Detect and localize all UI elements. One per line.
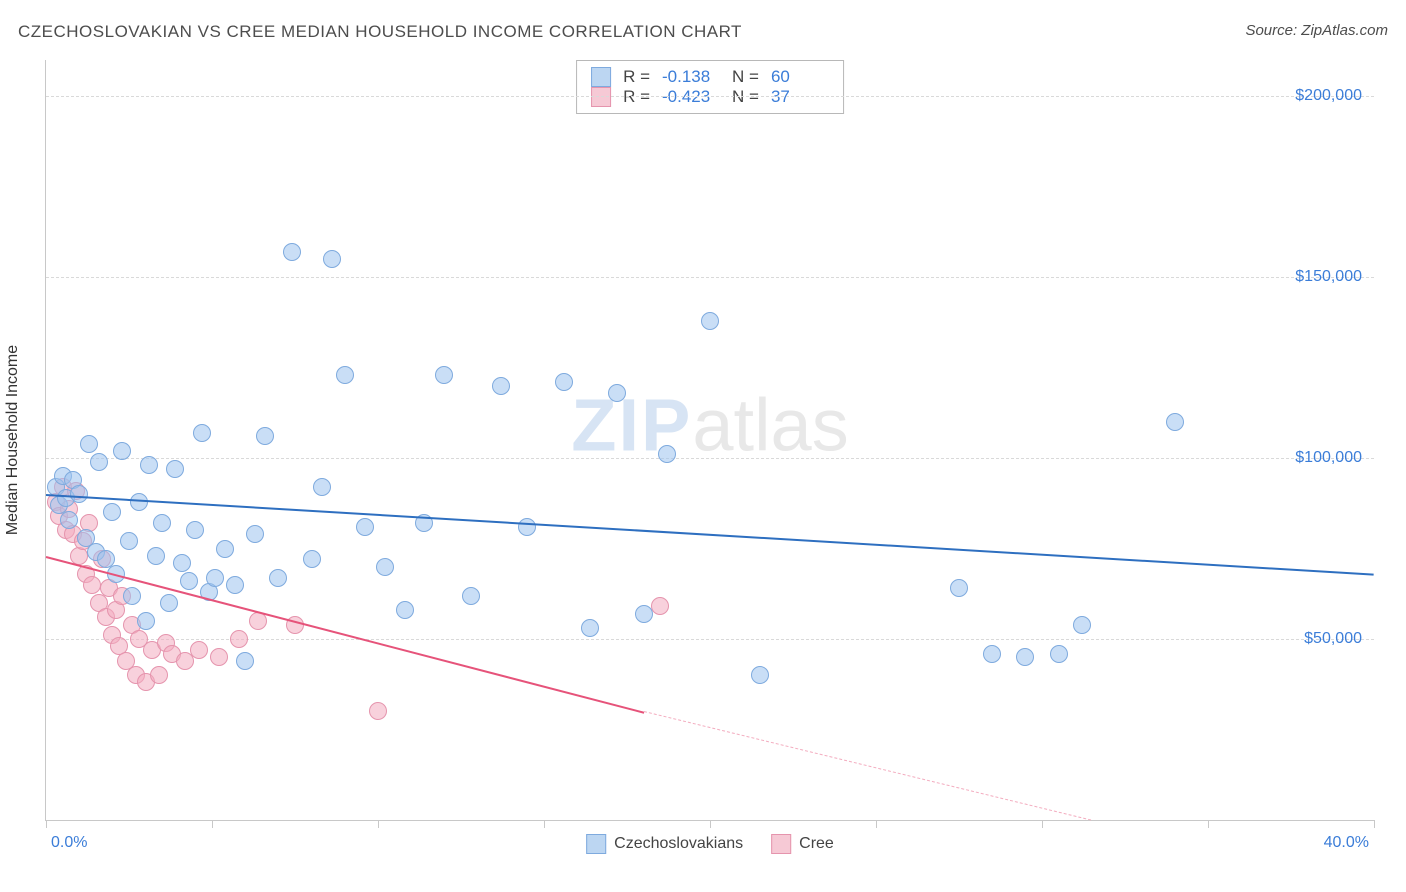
- watermark-atlas: atlas: [692, 383, 848, 466]
- data-point-a: [193, 424, 211, 442]
- trendline-b-extrapolated: [643, 711, 1090, 821]
- data-point-a: [555, 373, 573, 391]
- data-point-a: [246, 525, 264, 543]
- x-tick: [710, 820, 711, 828]
- data-point-a: [123, 587, 141, 605]
- gridline: [46, 96, 1374, 97]
- data-point-a: [173, 554, 191, 572]
- data-point-a: [103, 503, 121, 521]
- data-point-b: [210, 648, 228, 666]
- r-label-a: R =: [623, 67, 650, 87]
- x-axis-min-label: 0.0%: [51, 834, 87, 852]
- legend-item-a: Czechoslovakians: [586, 834, 743, 854]
- data-point-b: [83, 576, 101, 594]
- correlation-stats-box: R = -0.138 N = 60 R = -0.423 N = 37: [576, 60, 844, 114]
- data-point-a: [80, 435, 98, 453]
- data-point-a: [1166, 413, 1184, 431]
- data-point-a: [137, 612, 155, 630]
- data-point-a: [376, 558, 394, 576]
- data-point-a: [635, 605, 653, 623]
- data-point-a: [206, 569, 224, 587]
- x-tick: [1042, 820, 1043, 828]
- chart-title: CZECHOSLOVAKIAN VS CREE MEDIAN HOUSEHOLD…: [18, 22, 742, 42]
- data-point-a: [120, 532, 138, 550]
- x-tick: [1208, 820, 1209, 828]
- x-tick: [544, 820, 545, 828]
- data-point-a: [313, 478, 331, 496]
- n-label-a: N =: [732, 67, 759, 87]
- legend-item-b: Cree: [771, 834, 834, 854]
- data-point-a: [983, 645, 1001, 663]
- chart-plot-area: Median Household Income ZIPatlas R = -0.…: [45, 60, 1374, 821]
- legend-label-b: Cree: [799, 835, 834, 853]
- data-point-a: [60, 511, 78, 529]
- data-point-a: [303, 550, 321, 568]
- data-point-a: [950, 579, 968, 597]
- x-tick: [378, 820, 379, 828]
- data-point-a: [140, 456, 158, 474]
- data-point-a: [323, 250, 341, 268]
- x-tick: [212, 820, 213, 828]
- data-point-a: [701, 312, 719, 330]
- r-value-a: -0.138: [662, 67, 720, 87]
- y-axis-label: Median Household Income: [4, 345, 22, 535]
- x-tick: [1374, 820, 1375, 828]
- data-point-a: [147, 547, 165, 565]
- trendline-a: [46, 494, 1374, 576]
- data-point-b: [150, 666, 168, 684]
- gridline: [46, 277, 1374, 278]
- data-point-a: [356, 518, 374, 536]
- chart-source: Source: ZipAtlas.com: [1245, 22, 1388, 39]
- data-point-a: [186, 521, 204, 539]
- legend-swatch-b: [771, 834, 791, 854]
- data-point-a: [336, 366, 354, 384]
- n-value-a: 60: [771, 67, 829, 87]
- gridline: [46, 458, 1374, 459]
- data-point-a: [153, 514, 171, 532]
- data-point-b: [230, 630, 248, 648]
- data-point-a: [608, 384, 626, 402]
- data-point-a: [751, 666, 769, 684]
- legend-swatch-a: [586, 834, 606, 854]
- x-tick: [876, 820, 877, 828]
- series-legend: Czechoslovakians Cree: [586, 834, 834, 854]
- data-point-a: [166, 460, 184, 478]
- data-point-a: [283, 243, 301, 261]
- data-point-a: [435, 366, 453, 384]
- data-point-b: [369, 702, 387, 720]
- x-axis-max-label: 40.0%: [1324, 834, 1369, 852]
- data-point-a: [113, 442, 131, 460]
- data-point-a: [1073, 616, 1091, 634]
- data-point-a: [658, 445, 676, 463]
- swatch-series-a: [591, 67, 611, 87]
- data-point-a: [269, 569, 287, 587]
- data-point-b: [651, 597, 669, 615]
- stats-row-a: R = -0.138 N = 60: [591, 67, 829, 87]
- chart-header: CZECHOSLOVAKIAN VS CREE MEDIAN HOUSEHOLD…: [18, 22, 1388, 42]
- data-point-a: [581, 619, 599, 637]
- data-point-a: [236, 652, 254, 670]
- data-point-a: [518, 518, 536, 536]
- data-point-a: [216, 540, 234, 558]
- data-point-a: [492, 377, 510, 395]
- data-point-a: [160, 594, 178, 612]
- data-point-a: [396, 601, 414, 619]
- data-point-a: [70, 485, 88, 503]
- data-point-a: [1016, 648, 1034, 666]
- x-tick: [46, 820, 47, 828]
- data-point-a: [462, 587, 480, 605]
- data-point-a: [180, 572, 198, 590]
- data-point-a: [90, 453, 108, 471]
- data-point-a: [226, 576, 244, 594]
- data-point-b: [190, 641, 208, 659]
- data-point-a: [256, 427, 274, 445]
- data-point-a: [1050, 645, 1068, 663]
- legend-label-a: Czechoslovakians: [614, 835, 743, 853]
